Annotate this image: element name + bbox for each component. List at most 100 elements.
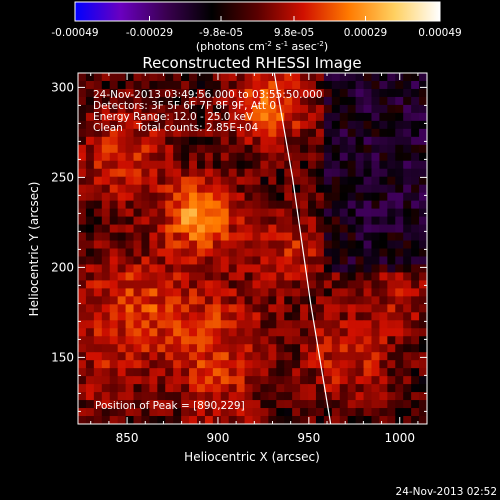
heatmap-cell bbox=[93, 136, 103, 146]
heatmap-cell bbox=[109, 224, 119, 234]
heatmap-cell bbox=[157, 312, 166, 321]
heatmap-cell bbox=[387, 73, 396, 82]
heatmap-cell bbox=[149, 168, 158, 178]
heatmap-cell bbox=[355, 288, 365, 297]
heatmap-cell bbox=[300, 104, 309, 114]
heatmap-cell bbox=[173, 73, 182, 82]
heatmap-cell bbox=[189, 216, 198, 226]
heatmap-cell bbox=[93, 88, 103, 98]
heatmap-cell bbox=[355, 256, 365, 266]
heatmap-cell bbox=[165, 336, 174, 345]
heatmap-cell bbox=[165, 400, 174, 409]
colorbar bbox=[74, 1, 441, 22]
heatmap-cell bbox=[149, 264, 158, 274]
heatmap-cell bbox=[117, 384, 127, 393]
heatmap-cell bbox=[260, 368, 269, 377]
heatmap-cell bbox=[371, 232, 381, 242]
heatmap-cell bbox=[395, 248, 404, 258]
heatmap-cell bbox=[347, 384, 357, 393]
heatmap-cell bbox=[395, 360, 404, 369]
heatmap-cell bbox=[411, 96, 420, 106]
heatmap-cell bbox=[78, 368, 87, 377]
heatmap-cell bbox=[189, 272, 198, 282]
heatmap-cell bbox=[204, 144, 214, 154]
heatmap-cell bbox=[117, 216, 127, 226]
heatmap-cell bbox=[181, 272, 190, 282]
heatmap-cell bbox=[339, 296, 349, 305]
heatmap-cell bbox=[181, 80, 190, 90]
heatmap-cell bbox=[419, 160, 427, 170]
heatmap-cell bbox=[395, 376, 404, 385]
heatmap-cell bbox=[395, 128, 404, 138]
heatmap-cell bbox=[355, 376, 365, 385]
heatmap-cell bbox=[141, 336, 150, 345]
heatmap-cell bbox=[181, 184, 190, 194]
heatmap-cell bbox=[157, 320, 166, 329]
heatmap-cell bbox=[323, 200, 333, 210]
heatmap-cell bbox=[157, 336, 166, 345]
heatmap-cell bbox=[268, 160, 277, 170]
heatmap-cell bbox=[181, 168, 190, 178]
heatmap-cell bbox=[109, 136, 119, 146]
heatmap-cell bbox=[196, 152, 206, 162]
heatmap-cell bbox=[101, 416, 111, 424]
heatmap-cell bbox=[339, 400, 349, 409]
heatmap-cell bbox=[173, 304, 182, 313]
heatmap-cell bbox=[85, 240, 95, 250]
heatmap-cell bbox=[315, 136, 325, 146]
heatmap-cell bbox=[165, 368, 174, 377]
heatmap-cell bbox=[395, 168, 404, 178]
heatmap-cell bbox=[157, 152, 166, 162]
heatmap-cell bbox=[173, 128, 182, 138]
heatmap-cell bbox=[268, 296, 277, 305]
heatmap-cell bbox=[212, 344, 222, 353]
heatmap-cell bbox=[204, 248, 214, 258]
heatmap-cell bbox=[387, 392, 396, 401]
heatmap-cell bbox=[85, 200, 95, 210]
x-axis-ticks bbox=[90, 73, 419, 424]
heatmap-cell bbox=[85, 136, 95, 146]
heatmap-cell bbox=[395, 368, 404, 377]
heatmap-cell bbox=[93, 216, 103, 226]
heatmap-cell bbox=[371, 296, 381, 305]
heatmap-cell bbox=[284, 112, 293, 122]
heatmap-cell bbox=[260, 328, 269, 337]
heatmap-cell bbox=[117, 168, 127, 178]
heatmap-cell bbox=[300, 336, 309, 345]
heatmap-cell bbox=[379, 224, 388, 234]
heatmap-cell bbox=[419, 216, 427, 226]
heatmap-cell bbox=[173, 400, 182, 409]
heatmap-cell bbox=[149, 256, 158, 266]
heatmap-cell bbox=[109, 272, 119, 282]
heatmap-cell bbox=[189, 208, 198, 218]
heatmap-cell bbox=[173, 272, 182, 282]
heatmap-cell bbox=[403, 112, 412, 122]
heatmap-cell bbox=[260, 73, 269, 82]
heatmap-cell bbox=[276, 88, 285, 98]
heatmap-cell bbox=[339, 344, 349, 353]
heatmap-cell bbox=[228, 152, 238, 162]
heatmap-cell bbox=[395, 352, 404, 361]
heatmap-cell bbox=[331, 336, 341, 345]
heatmap-cell bbox=[244, 208, 254, 218]
heatmap-cell bbox=[157, 136, 166, 146]
heatmap-cell bbox=[212, 248, 222, 258]
heatmap-cell bbox=[101, 360, 111, 369]
heatmap-cell bbox=[308, 320, 317, 329]
heatmap-cell bbox=[363, 224, 373, 234]
heatmap-cell bbox=[204, 104, 214, 114]
heatmap-cell bbox=[355, 352, 365, 361]
heatmap-image bbox=[78, 73, 427, 424]
colorbar-tick-label: -0.00049 bbox=[51, 27, 98, 39]
heatmap-cell bbox=[157, 88, 166, 98]
heatmap-cell bbox=[355, 144, 365, 154]
heatmap-cell bbox=[315, 416, 325, 424]
heatmap-cell bbox=[204, 384, 214, 393]
heatmap-cell bbox=[308, 296, 317, 305]
heatmap-cell bbox=[85, 296, 95, 305]
heatmap-cell bbox=[268, 120, 277, 130]
heatmap-cell bbox=[236, 184, 246, 194]
heatmap-cell bbox=[244, 352, 254, 361]
heatmap-cell bbox=[419, 384, 427, 393]
heatmap-cell bbox=[117, 88, 127, 98]
